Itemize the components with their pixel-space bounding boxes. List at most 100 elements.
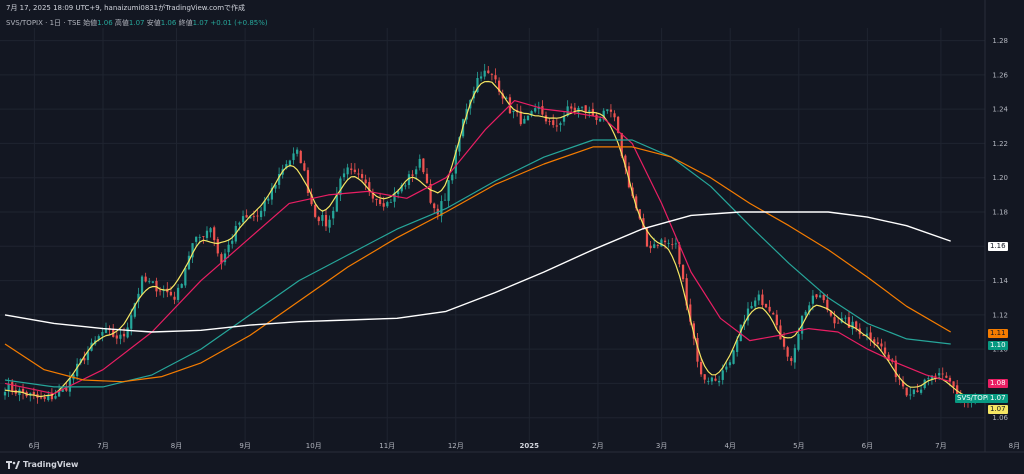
candle — [353, 163, 356, 175]
candle — [703, 374, 706, 384]
candle-body — [606, 109, 609, 112]
candle — [919, 385, 923, 395]
price-tag-1-07: 1.07 — [988, 404, 1008, 414]
candle-body — [241, 216, 245, 223]
candle-body — [660, 239, 663, 247]
candle-body — [562, 116, 566, 122]
candle — [393, 187, 396, 208]
candle-body — [580, 106, 584, 108]
price-tag-1-16: 1.16 — [988, 241, 1008, 251]
candle — [671, 237, 674, 250]
candle-body — [725, 366, 728, 370]
candle — [245, 209, 248, 218]
candle — [317, 215, 320, 226]
candle-body — [249, 216, 252, 219]
legend-close: 1.07 — [192, 19, 209, 27]
candle-body — [815, 294, 818, 298]
candle — [541, 100, 544, 116]
legend-open: 1.06 — [97, 19, 113, 27]
candle-body — [934, 375, 937, 377]
candle — [768, 300, 771, 313]
candle-body — [440, 201, 443, 217]
candle — [104, 322, 108, 334]
footer-brand[interactable]: TradingView — [23, 460, 79, 469]
candle-body — [198, 237, 201, 238]
candle — [195, 236, 198, 248]
candle — [746, 302, 750, 326]
candle-body — [425, 173, 429, 184]
candle — [119, 328, 122, 345]
candle-body — [415, 169, 418, 175]
price-tag-1-08: 1.08 — [988, 378, 1008, 388]
candle — [548, 118, 551, 126]
candle-body — [847, 317, 851, 328]
candle — [39, 391, 43, 400]
candle — [378, 192, 382, 207]
candle — [94, 336, 97, 346]
candle-body — [678, 244, 681, 265]
candle-body — [375, 198, 378, 200]
candle-body — [202, 236, 205, 237]
candle — [375, 198, 378, 206]
candle-body — [252, 216, 255, 218]
candle — [681, 263, 685, 282]
candle-body — [855, 321, 858, 329]
candle-body — [148, 281, 151, 283]
candle-body — [898, 378, 901, 380]
candle — [534, 103, 537, 114]
candle-body — [328, 219, 331, 228]
moving-average-line-4 — [4, 146, 952, 383]
candle — [530, 110, 533, 118]
candle — [115, 332, 118, 345]
candle-body — [339, 178, 342, 196]
ohlc-legend: SVS/TOPIX · 1日 · TSE 始値1.06 高値1.07 安値1.0… — [6, 18, 268, 28]
candle — [241, 210, 245, 226]
candle-body — [609, 109, 613, 112]
legend-symbol[interactable]: SVS/TOPIX · 1日 · TSE — [6, 19, 81, 27]
candle-body — [945, 375, 948, 378]
x-tick-label: 5月 — [793, 442, 804, 450]
candle-body — [790, 358, 793, 362]
candle-body — [754, 300, 757, 307]
y-tick-label: 1.28 — [992, 37, 1008, 45]
candle-body — [407, 174, 411, 186]
candle-body — [32, 392, 35, 395]
candle — [425, 168, 429, 184]
candle-body — [649, 245, 652, 249]
candle-body — [177, 287, 180, 300]
candle — [894, 355, 897, 383]
candle-body — [714, 378, 717, 381]
candle — [443, 193, 447, 201]
candle-body — [411, 174, 414, 176]
candle — [501, 89, 504, 105]
candle-body — [317, 217, 320, 222]
candle-body — [97, 336, 100, 341]
candle-body — [378, 199, 382, 205]
moving-average-line-1 — [4, 80, 976, 401]
candle-body — [288, 160, 292, 166]
candle-body — [570, 106, 573, 109]
x-tick-label: 4月 — [724, 442, 735, 450]
candle-body — [595, 114, 598, 120]
tradingview-logo-icon[interactable] — [6, 460, 20, 469]
candle-body — [912, 389, 916, 395]
candle-body — [894, 360, 897, 378]
moving-average-line-2 — [4, 100, 951, 395]
candle — [231, 234, 234, 249]
candle — [83, 351, 86, 365]
candle — [433, 202, 436, 214]
candle-body — [79, 358, 82, 363]
candle-body — [133, 303, 136, 317]
candle — [786, 345, 789, 362]
candle-body — [47, 395, 50, 400]
candle-body — [919, 389, 923, 393]
candle-body — [519, 111, 522, 125]
candle-body — [184, 268, 187, 286]
candle-body — [818, 295, 822, 298]
candle-body — [205, 230, 209, 238]
candle — [757, 290, 760, 305]
candle — [901, 376, 905, 390]
x-tick-label: 8月 — [171, 442, 182, 450]
candle — [360, 169, 364, 183]
